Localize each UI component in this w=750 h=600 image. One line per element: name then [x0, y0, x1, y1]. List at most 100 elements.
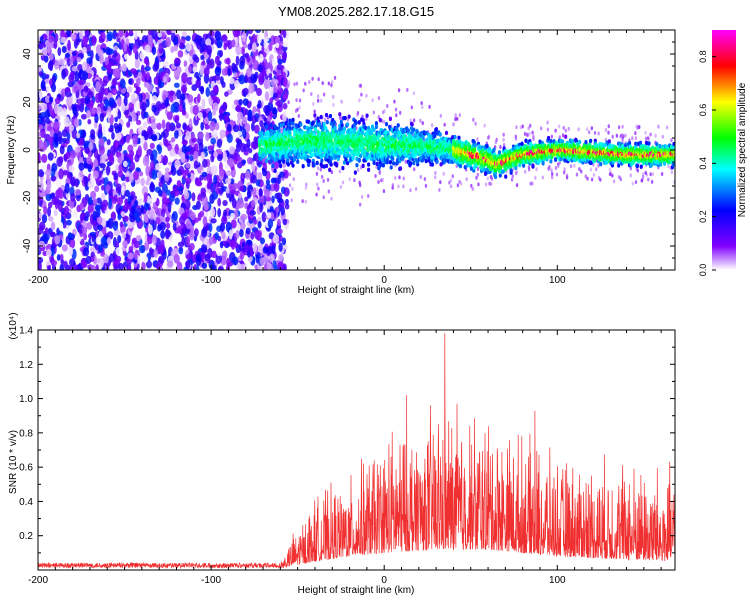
heatmap-cell	[338, 169, 342, 174]
heatmap-cell	[330, 80, 334, 85]
heatmap-cell	[121, 231, 127, 240]
heatmap-cell	[127, 50, 132, 56]
heatmap-cell	[172, 222, 177, 231]
heatmap-cell	[113, 264, 118, 270]
heatmap-cell	[546, 120, 549, 125]
heatmap-cell	[317, 186, 320, 191]
heatmap-cell	[424, 183, 428, 188]
heatmap-cell	[90, 35, 97, 46]
heatmap-cell	[304, 185, 308, 190]
heatmap-cell	[458, 179, 461, 184]
heatmap-cell	[262, 246, 269, 254]
heatmap-cell	[111, 87, 118, 96]
heatmap-cell	[217, 181, 224, 188]
heatmap-cell	[282, 92, 289, 101]
heatmap-cell	[206, 45, 213, 56]
heatmap-cell	[203, 238, 208, 246]
heatmap-cell	[49, 62, 54, 72]
heatmap-cell	[317, 77, 320, 82]
heatmap-cell	[140, 177, 145, 187]
heatmap-cell	[253, 136, 258, 145]
heatmap-cell	[410, 122, 414, 127]
heatmap-cell	[73, 117, 80, 128]
heatmap-cell	[620, 133, 623, 138]
heatmap-cell	[270, 177, 276, 184]
heatmap-cell	[215, 253, 222, 265]
heatmap-cell	[367, 167, 371, 172]
heatmap-cell	[191, 192, 196, 202]
heatmap-cell	[359, 153, 363, 159]
heatmap-cell	[434, 175, 437, 180]
heatmap-cell	[193, 160, 199, 170]
heatmap-cell	[358, 98, 361, 103]
heatmap-cell	[519, 125, 523, 130]
heatmap-cell	[412, 127, 416, 132]
heatmap-cell	[439, 113, 443, 118]
heatmap-cell	[634, 131, 637, 136]
heatmap-cell	[122, 160, 128, 168]
heatmap-cell	[286, 158, 290, 163]
heatmap-cell	[191, 137, 198, 143]
heatmap-cell	[176, 225, 182, 234]
heatmap-cell	[378, 169, 381, 174]
heatmap-cell	[180, 231, 185, 239]
heatmap-cell	[143, 192, 148, 203]
heatmap-cell	[259, 237, 265, 245]
heatmap-cell	[68, 165, 75, 173]
heatmap-cell	[279, 123, 283, 128]
heatmap-cell	[160, 230, 166, 239]
heatmap-cell	[103, 253, 109, 264]
heatmap-cell	[328, 133, 333, 139]
heatmap-cell	[285, 192, 288, 197]
heatmap-cell	[357, 120, 361, 125]
heatmap-cell	[38, 89, 43, 100]
heatmap-cell	[434, 131, 438, 136]
heatmap-cell	[276, 218, 282, 227]
heatmap-cell	[532, 134, 535, 139]
heatmap-cell	[158, 81, 165, 89]
heatmap-cell	[273, 181, 280, 192]
heatmap-cell	[200, 243, 208, 253]
heatmap-cell	[210, 218, 217, 224]
heatmap-cell	[164, 139, 169, 148]
heatmap-cell	[177, 130, 183, 138]
heatmap-cell	[150, 115, 155, 124]
heatmap-cell	[197, 194, 202, 201]
heatmap-cell	[232, 30, 240, 38]
heatmap-cell	[247, 43, 253, 51]
heatmap-cell	[563, 167, 566, 172]
heatmap-cell	[173, 82, 180, 88]
heatmap-cell	[210, 164, 218, 176]
heatmap-cell	[406, 87, 409, 92]
heatmap-cell	[265, 196, 272, 202]
heatmap-cell	[133, 240, 140, 249]
heatmap-cell	[421, 121, 424, 126]
heatmap-cell	[388, 116, 393, 122]
heatmap-cell	[247, 115, 253, 122]
heatmap-cell	[243, 243, 250, 253]
heatmap-cell	[264, 107, 270, 117]
heatmap-cell	[250, 73, 257, 84]
heatmap-cell	[180, 93, 186, 101]
heatmap-cell	[197, 132, 204, 140]
heatmap-cell	[212, 102, 219, 112]
heatmap-cell	[82, 35, 87, 47]
heatmap-cell	[105, 165, 111, 176]
heatmap-cell	[443, 122, 446, 127]
heatmap-cell	[73, 85, 79, 93]
heatmap-cell	[640, 178, 643, 183]
heatmap-cell	[250, 231, 255, 240]
heatmap-cell	[315, 171, 319, 176]
heatmap-cell	[219, 112, 223, 122]
heatmap-cell	[660, 171, 664, 176]
heatmap-cell	[288, 172, 292, 177]
heatmap-cell	[152, 63, 159, 72]
heatmap-cell	[38, 119, 44, 125]
heatmap-cell	[201, 227, 208, 238]
heatmap-cell	[48, 136, 53, 146]
heatmap-cell	[197, 111, 203, 119]
heatmap-cell	[465, 177, 468, 182]
heatmap-cell	[200, 151, 206, 160]
heatmap-cell	[74, 188, 82, 196]
